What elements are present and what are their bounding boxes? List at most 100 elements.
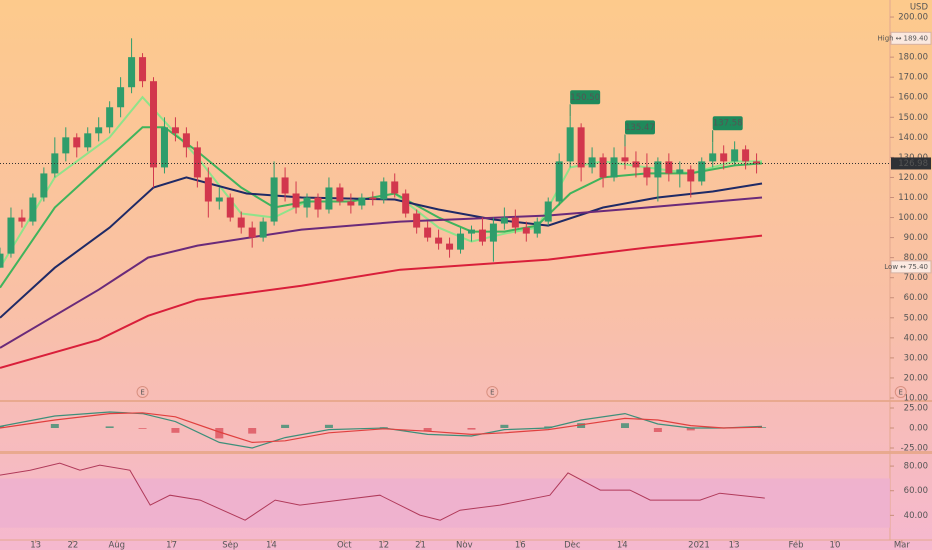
candle-body	[753, 161, 761, 164]
extreme-arrow: ↔	[900, 263, 906, 271]
candle-body	[226, 197, 234, 218]
candle-body	[314, 197, 322, 210]
candle-body	[7, 217, 15, 254]
histogram-bar	[423, 428, 432, 432]
event-marker	[136, 386, 149, 398]
y-tick-label: 150.00	[898, 113, 928, 123]
candle-body	[62, 137, 70, 154]
y-tick-label: 200.00	[898, 13, 928, 23]
rsi-band	[0, 478, 890, 528]
extreme-label: High ↔ 189.40	[878, 34, 928, 42]
histogram-bar	[620, 423, 629, 428]
candle-body	[117, 87, 125, 108]
annotation-box	[570, 90, 601, 105]
y-tick-label: 100.00	[898, 213, 928, 223]
extreme-value: 75.40	[908, 263, 928, 271]
rsi-line	[0, 462, 765, 521]
candle-body	[544, 201, 552, 222]
candle-body	[643, 167, 651, 178]
x-tick-label: Mar	[894, 541, 911, 550]
candle-body	[270, 177, 278, 222]
candle-body	[478, 229, 486, 242]
moving-average	[0, 176, 763, 319]
candle-body	[182, 133, 190, 148]
annotation-label: 137.58	[713, 119, 743, 129]
y-tick-label: -25.00	[901, 444, 928, 454]
y-tick-label: 180.00	[898, 53, 928, 63]
histogram-bar	[653, 428, 662, 432]
y-tick-label: 60.00	[904, 486, 928, 496]
event-marker	[894, 386, 907, 398]
x-tick-label: 10	[830, 541, 841, 550]
candle-body	[698, 161, 706, 182]
candle-body	[303, 197, 311, 208]
candle-body	[95, 127, 103, 134]
y-tick-label: 80.00	[904, 253, 928, 263]
extreme-value: 189.40	[904, 34, 929, 42]
x-tick-label: Nov	[456, 541, 473, 550]
histogram-bar	[215, 428, 224, 439]
y-tick-label: 60.00	[904, 293, 928, 303]
y-tick-label: 140.00	[898, 133, 928, 143]
candle-body	[150, 81, 158, 168]
y-tick-label: 0.00	[909, 424, 928, 434]
histogram-bar	[171, 428, 180, 433]
y-tick-label: 50.00	[904, 313, 928, 323]
candle-body	[577, 127, 585, 168]
y-tick-label: 40.00	[904, 333, 928, 343]
candle-body	[676, 169, 684, 174]
x-tick-label: Feb	[789, 541, 804, 550]
histogram-bar	[248, 428, 257, 434]
candle-body	[18, 217, 26, 222]
candle-body	[446, 243, 454, 250]
candle-body	[29, 197, 37, 222]
histogram-bar	[324, 424, 333, 428]
x-tick-label: 14	[617, 541, 628, 550]
candle-body	[687, 169, 695, 182]
y-tick-label: 40.00	[904, 511, 928, 521]
macd-line	[0, 411, 763, 449]
candle-body	[84, 133, 92, 148]
histogram-bar	[544, 426, 553, 428]
candle-body	[171, 127, 179, 134]
candle-body	[709, 153, 717, 162]
x-tick-label: Aug	[108, 541, 125, 550]
x-tick-label: 21	[415, 541, 426, 550]
x-tick-label: 2021	[688, 541, 710, 550]
candle-body	[402, 193, 410, 214]
candle-body	[654, 161, 662, 178]
histogram-bar	[105, 426, 114, 428]
x-tick-label: 14	[266, 541, 277, 550]
extreme-label: Low ↔ 75.40	[884, 263, 928, 271]
annotation-label: 135.47	[625, 123, 655, 133]
y-tick-label: 170.00	[898, 73, 928, 83]
candle-body	[467, 229, 475, 234]
candle-body	[73, 137, 81, 148]
annotation-label: 150.50	[570, 93, 600, 103]
candle-body	[128, 57, 136, 88]
x-tick-label: 13	[729, 541, 740, 550]
candle-body	[457, 233, 465, 250]
pane-separator	[0, 400, 932, 402]
histogram-bar	[686, 428, 695, 431]
candle-body	[193, 147, 201, 178]
histogram-bar	[281, 424, 290, 428]
candle-body	[424, 227, 432, 238]
signal-line	[0, 412, 763, 444]
x-tick-label: Oct	[337, 541, 352, 550]
y-tick-label: 25.00	[904, 404, 928, 414]
histogram-bar	[138, 428, 147, 429]
y-tick-label: 20.00	[904, 373, 928, 383]
event-label: E	[490, 389, 494, 397]
x-tick-label: Dec	[564, 541, 581, 550]
y-tick-label: 120.00	[898, 173, 928, 183]
x-tick-label: 17	[166, 541, 177, 550]
extreme-arrow: ↔	[896, 34, 902, 42]
last-price-box	[891, 157, 931, 170]
extreme-name: Low	[884, 263, 898, 271]
candle-body	[336, 187, 344, 202]
candle-body	[632, 161, 640, 168]
candle-body	[325, 187, 333, 210]
event-label: E	[140, 389, 144, 397]
